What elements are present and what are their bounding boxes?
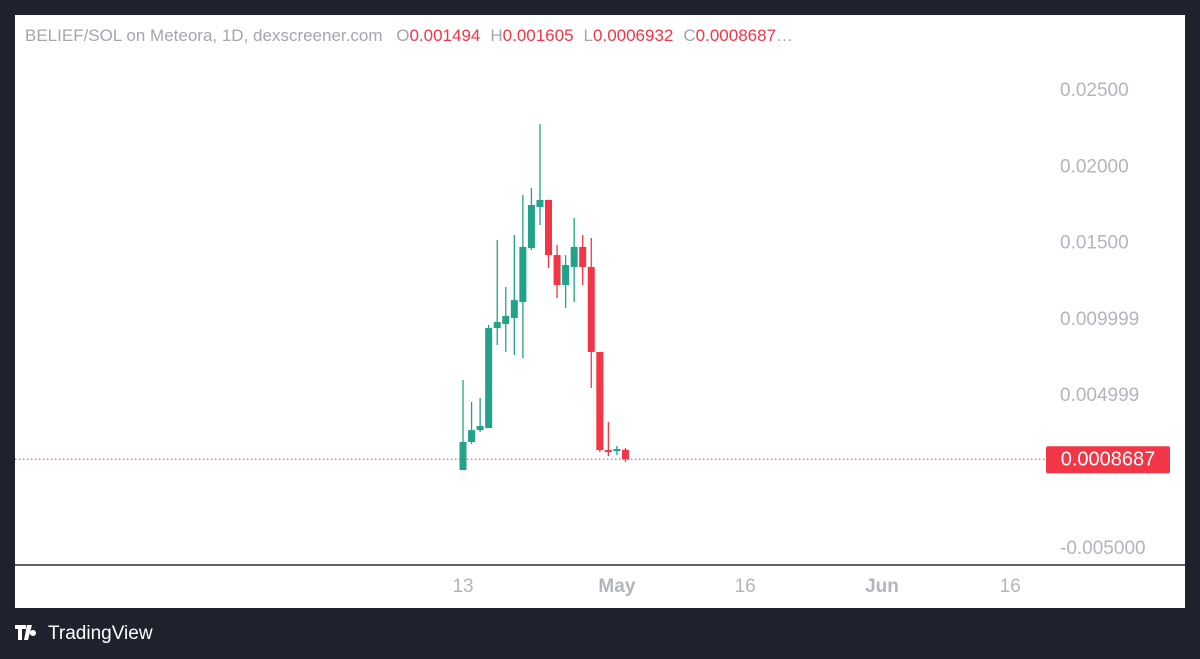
header: BELIEF/SOL on Meteora, 1D, dexscreener.c…	[25, 26, 793, 45]
x-tick-label: 16	[1000, 576, 1021, 597]
y-tick-label: 0.004999	[1060, 385, 1139, 406]
candle-body	[459, 441, 467, 471]
candle-body	[510, 300, 518, 318]
candle-body	[545, 199, 553, 256]
logo-mark	[15, 625, 37, 640]
candle-body	[493, 322, 501, 328]
ohlc-value: 0.0006932	[593, 26, 673, 45]
candle-body	[519, 246, 527, 303]
ohlc-value: 0.001605	[503, 26, 574, 45]
ohlc-value: 0.0008687	[696, 26, 776, 45]
candle-body	[596, 351, 604, 451]
y-tick-label: 0.01500	[1060, 233, 1129, 254]
last-price-label: 0.0008687	[1061, 449, 1156, 471]
candle-body	[579, 246, 587, 267]
x-tick-label: 13	[452, 576, 473, 597]
truncation: …	[776, 26, 793, 45]
candle-body	[553, 255, 561, 285]
ohlc-key: H	[490, 26, 502, 45]
candle-body	[468, 430, 476, 442]
brand: TradingView	[48, 623, 153, 644]
y-tick-label: 0.009999	[1060, 309, 1139, 330]
candle-body	[587, 266, 595, 352]
logo	[15, 625, 37, 640]
candle-body	[502, 315, 510, 325]
candle-body	[613, 449, 621, 452]
chart-panel	[15, 15, 1185, 608]
ohlc-key: L	[584, 26, 593, 45]
candle-body	[562, 264, 570, 285]
ohlc-key: O	[396, 26, 409, 45]
x-tick-label: Jun	[865, 576, 899, 597]
candle-body	[570, 246, 578, 267]
y-tick-label: 0.02500	[1060, 80, 1129, 101]
last-price-tag	[1046, 446, 1170, 474]
x-tick-label: 16	[735, 576, 756, 597]
ohlc-value: 0.001494	[409, 26, 480, 45]
x-tick-label: May	[598, 576, 635, 597]
candle-body	[536, 199, 544, 207]
candle-body	[527, 204, 535, 249]
candle-body	[621, 449, 629, 460]
candle-body	[604, 450, 612, 453]
y-tick-label: -0.005000	[1060, 538, 1146, 559]
candle-body	[485, 327, 493, 428]
y-tick-label: 0.02000	[1060, 156, 1129, 177]
ohlc-key: C	[683, 26, 695, 45]
candle-body	[476, 425, 484, 431]
symbol: BELIEF/SOL on Meteora, 1D, dexscreener.c…	[25, 26, 382, 45]
plot	[15, 123, 1045, 471]
